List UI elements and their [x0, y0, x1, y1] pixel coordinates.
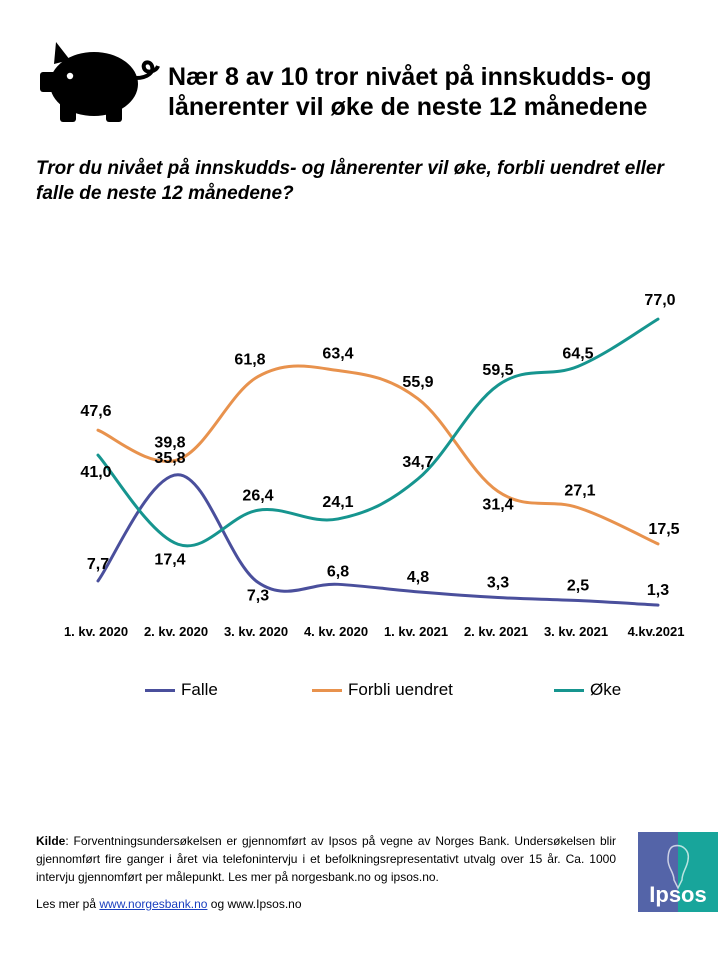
- chart-title: Nær 8 av 10 tror nivået på innskudds- og…: [168, 63, 652, 121]
- x-tick-label-1: 2. kv. 2020: [144, 624, 208, 639]
- data-label-falle-2: 7,3: [247, 587, 269, 604]
- source-label: Kilde: [36, 834, 66, 848]
- data-label-falle-0: 7,7: [87, 556, 109, 573]
- x-tick-label-0: 1. kv. 2020: [64, 624, 128, 639]
- piggy-bank-icon: [40, 42, 160, 122]
- data-label-oke-1: 17,4: [154, 551, 185, 568]
- data-label-oke-0: 41,0: [80, 464, 111, 481]
- legend-label-oke: Øke: [590, 680, 622, 699]
- legend-swatch-forbli-uendret: [312, 688, 342, 692]
- line-chart: 7,7 35,8 7,3 6,8 4,8 3,3 2,5 1,3 47,6 39,8 61,8 63,…: [64, 292, 685, 639]
- x-tick-label-5: 2. kv. 2021: [464, 624, 528, 639]
- chart-legend: Falle Forbli uendret Øke: [0, 680, 720, 710]
- data-label-falle-4: 4,8: [407, 569, 429, 586]
- data-label-falle-1: 35,8: [154, 450, 185, 467]
- data-label-forbli-uendret-7: 17,5: [648, 521, 679, 538]
- data-label-falle-6: 2,5: [567, 578, 589, 595]
- x-tick-label-3: 4. kv. 2020: [304, 624, 368, 639]
- norgesbank-link[interactable]: www.norgesbank.no: [99, 897, 208, 911]
- data-label-forbli-uendret-4: 55,9: [402, 374, 433, 391]
- x-tick-label-6: 3. kv. 2021: [544, 624, 608, 639]
- legend-label-forbli-uendret: Forbli uendret: [348, 680, 453, 699]
- legend-item-oke: Øke: [554, 680, 621, 700]
- x-tick-label-4: 1. kv. 2021: [384, 624, 448, 639]
- read-more-mid: og: [207, 897, 228, 911]
- x-tick-label-2: 3. kv. 2020: [224, 624, 288, 639]
- read-more-prefix: Les mer på: [36, 897, 100, 911]
- source-text: : Forventningsundersøkelsen er gjennomfø…: [36, 834, 616, 884]
- data-label-forbli-uendret-2: 61,8: [234, 352, 265, 369]
- data-label-forbli-uendret-5: 31,4: [482, 496, 513, 513]
- data-label-oke-2: 26,4: [242, 487, 273, 504]
- series-line-falle: [96, 473, 660, 607]
- data-label-oke-6: 64,5: [562, 345, 593, 362]
- data-label-oke-4: 34,7: [402, 454, 433, 471]
- data-label-forbli-uendret-0: 47,6: [80, 403, 111, 420]
- data-label-falle-3: 6,8: [327, 563, 349, 580]
- data-label-forbli-uendret-6: 27,1: [564, 483, 595, 500]
- ipsos-link-text: www.Ipsos.no: [227, 897, 302, 911]
- data-label-forbli-uendret-1: 39,8: [154, 435, 185, 452]
- series-line-oke: [96, 317, 660, 548]
- series-line-forbli-uendret: [96, 364, 660, 546]
- data-label-oke-7: 77,0: [644, 292, 675, 309]
- legend-label-falle: Falle: [181, 680, 218, 699]
- legend-item-falle: Falle: [145, 680, 218, 700]
- data-label-falle-7: 1,3: [647, 582, 669, 599]
- data-label-forbli-uendret-3: 63,4: [322, 345, 353, 362]
- legend-item-forbli-uendret: Forbli uendret: [312, 680, 453, 700]
- source-note: Kilde: Forventningsundersøkelsen er gjen…: [36, 832, 616, 886]
- legend-swatch-oke: [554, 688, 584, 692]
- ipsos-logo: Ipsos: [638, 832, 718, 912]
- data-label-oke-5: 59,5: [482, 362, 513, 379]
- chart-subtitle: Tror du nivået på innskudds- og lånerent…: [36, 158, 664, 204]
- legend-swatch-falle: [145, 688, 175, 692]
- data-label-falle-5: 3,3: [487, 575, 509, 592]
- ipsos-logo-text: Ipsos: [649, 882, 706, 907]
- data-label-oke-3: 24,1: [322, 494, 353, 511]
- x-tick-label-7: 4.kv.2021: [628, 624, 685, 639]
- read-more: Les mer på www.norgesbank.no og www.Ipso…: [36, 897, 302, 911]
